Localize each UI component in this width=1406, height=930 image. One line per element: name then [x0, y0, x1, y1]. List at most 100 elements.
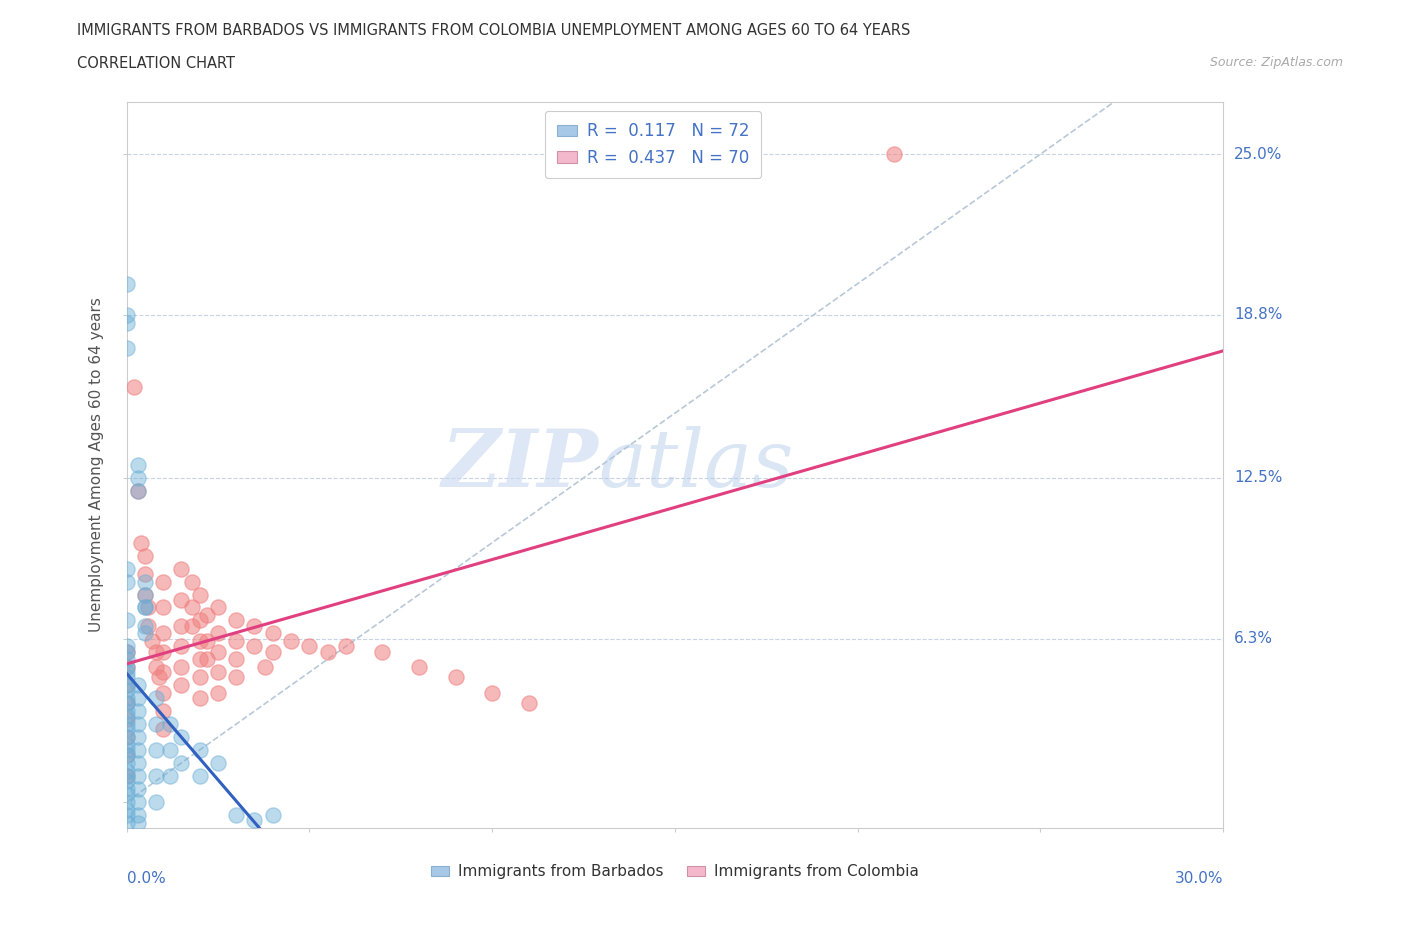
Legend: Immigrants from Barbados, Immigrants from Colombia: Immigrants from Barbados, Immigrants fro…	[425, 858, 925, 885]
Point	[225, 807, 247, 822]
Point	[127, 794, 149, 809]
Point	[243, 639, 266, 654]
Point	[195, 608, 218, 623]
Point	[207, 685, 229, 700]
Point	[152, 574, 174, 589]
Point	[145, 768, 167, 783]
Text: 6.3%: 6.3%	[1234, 631, 1274, 646]
Point	[262, 644, 284, 659]
Point	[134, 587, 156, 602]
Point	[188, 652, 211, 667]
Point	[115, 729, 138, 744]
Point	[152, 665, 174, 680]
Point	[262, 626, 284, 641]
Point	[207, 600, 229, 615]
Point	[115, 768, 138, 783]
Point	[181, 600, 204, 615]
Point	[127, 691, 149, 706]
Point	[195, 652, 218, 667]
Point	[134, 618, 156, 633]
Point	[134, 600, 156, 615]
Point	[316, 644, 339, 659]
Point	[127, 484, 149, 498]
Point	[115, 683, 138, 698]
Point	[115, 709, 138, 724]
Point	[115, 678, 138, 693]
Point	[115, 670, 138, 684]
Point	[127, 768, 149, 783]
Point	[517, 696, 540, 711]
Point	[145, 717, 167, 732]
Point	[115, 768, 138, 783]
Point	[134, 566, 156, 581]
Point	[115, 659, 138, 674]
Point	[207, 626, 229, 641]
Point	[115, 764, 138, 778]
Point	[152, 704, 174, 719]
Text: 30.0%: 30.0%	[1175, 871, 1223, 886]
Point	[481, 685, 503, 700]
Point	[115, 748, 138, 763]
Point	[152, 685, 174, 700]
Point	[115, 665, 138, 680]
Point	[115, 341, 138, 356]
Point	[115, 787, 138, 802]
Point	[207, 665, 229, 680]
Point	[129, 536, 152, 551]
Point	[115, 696, 138, 711]
Point	[148, 670, 170, 684]
Point	[127, 729, 149, 744]
Point	[115, 781, 138, 796]
Point	[170, 755, 193, 770]
Point	[127, 458, 149, 472]
Point	[152, 626, 174, 641]
Point	[262, 807, 284, 822]
Point	[115, 755, 138, 770]
Point	[115, 574, 138, 589]
Point	[115, 644, 138, 659]
Text: ZIP: ZIP	[441, 426, 598, 504]
Point	[141, 633, 163, 648]
Point	[170, 678, 193, 693]
Point	[188, 691, 211, 706]
Point	[115, 276, 138, 291]
Point	[254, 659, 277, 674]
Point	[408, 659, 430, 674]
Point	[115, 307, 138, 322]
Point	[127, 815, 149, 830]
Point	[152, 600, 174, 615]
Point	[115, 652, 138, 667]
Point	[115, 711, 138, 726]
Point	[243, 618, 266, 633]
Point	[225, 633, 247, 648]
Point	[115, 774, 138, 789]
Text: CORRELATION CHART: CORRELATION CHART	[77, 56, 235, 71]
Point	[152, 644, 174, 659]
Point	[127, 781, 149, 796]
Point	[883, 147, 905, 162]
Point	[145, 644, 167, 659]
Point	[127, 678, 149, 693]
Point	[115, 807, 138, 822]
Point	[170, 639, 193, 654]
Point	[335, 639, 357, 654]
Point	[225, 670, 247, 684]
Point	[145, 659, 167, 674]
Point	[181, 574, 204, 589]
Point	[115, 644, 138, 659]
Point	[371, 644, 394, 659]
Point	[138, 618, 160, 633]
Point	[207, 644, 229, 659]
Text: 25.0%: 25.0%	[1234, 147, 1282, 162]
Point	[127, 807, 149, 822]
Point	[115, 717, 138, 732]
Point	[134, 626, 156, 641]
Point	[159, 717, 181, 732]
Point	[159, 742, 181, 757]
Point	[188, 670, 211, 684]
Point	[280, 633, 302, 648]
Point	[170, 592, 193, 607]
Point	[115, 729, 138, 744]
Point	[207, 755, 229, 770]
Text: 18.8%: 18.8%	[1234, 307, 1282, 322]
